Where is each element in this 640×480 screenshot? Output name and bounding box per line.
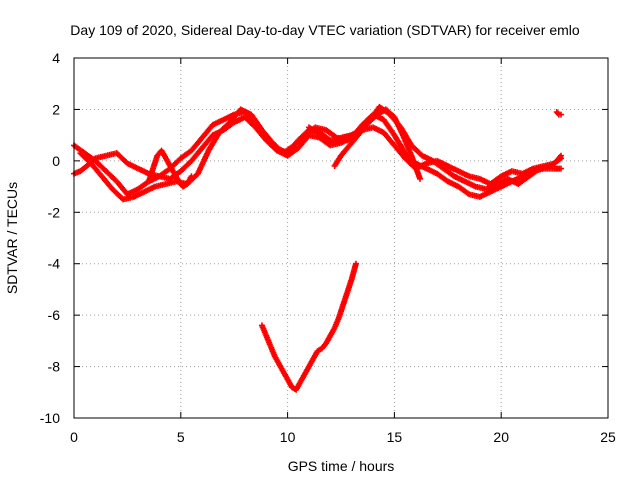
series-track-a [71, 109, 565, 187]
y-tick-label: -2 [48, 204, 61, 220]
y-tick-label: -6 [48, 307, 61, 323]
data-points [71, 103, 565, 393]
x-tick-label: 5 [177, 429, 185, 445]
x-tick-label: 10 [280, 429, 296, 445]
x-tick-label: 20 [493, 429, 509, 445]
x-tick-label: 0 [70, 429, 78, 445]
data-point [417, 175, 424, 182]
y-tick-label: 2 [52, 101, 60, 117]
series-track-d [305, 106, 424, 182]
y-tick-label: 4 [52, 50, 60, 66]
data-point [352, 260, 359, 267]
data-point [558, 111, 565, 118]
series-track-e [331, 106, 383, 169]
y-tick-label: -4 [48, 256, 61, 272]
x-tick-label: 15 [387, 429, 403, 445]
grid-lines [74, 58, 608, 418]
x-tick-label: 25 [600, 429, 616, 445]
y-axis-label: SDTVAR / TECUs [4, 182, 20, 294]
axis-ticks: 0 5 10 15 20 25 -10 -8 -6 -4 -2 0 2 4 [40, 50, 616, 445]
x-axis-label: GPS time / hours [288, 458, 395, 474]
y-tick-label: -10 [40, 410, 60, 426]
plot-frame [73, 57, 609, 419]
data-point [558, 155, 565, 162]
chart-title: Day 109 of 2020, Sidereal Day-to-day VTE… [70, 22, 580, 38]
data-point [554, 110, 561, 117]
series-track-g [553, 109, 565, 118]
data-point [558, 165, 565, 172]
data-point [376, 106, 383, 113]
y-tick-label: 0 [52, 153, 60, 169]
series-track-h [258, 260, 359, 393]
series-track-f [145, 147, 195, 190]
series-track-c [77, 103, 565, 203]
data-point [188, 173, 195, 180]
y-tick-label: -8 [48, 359, 61, 375]
